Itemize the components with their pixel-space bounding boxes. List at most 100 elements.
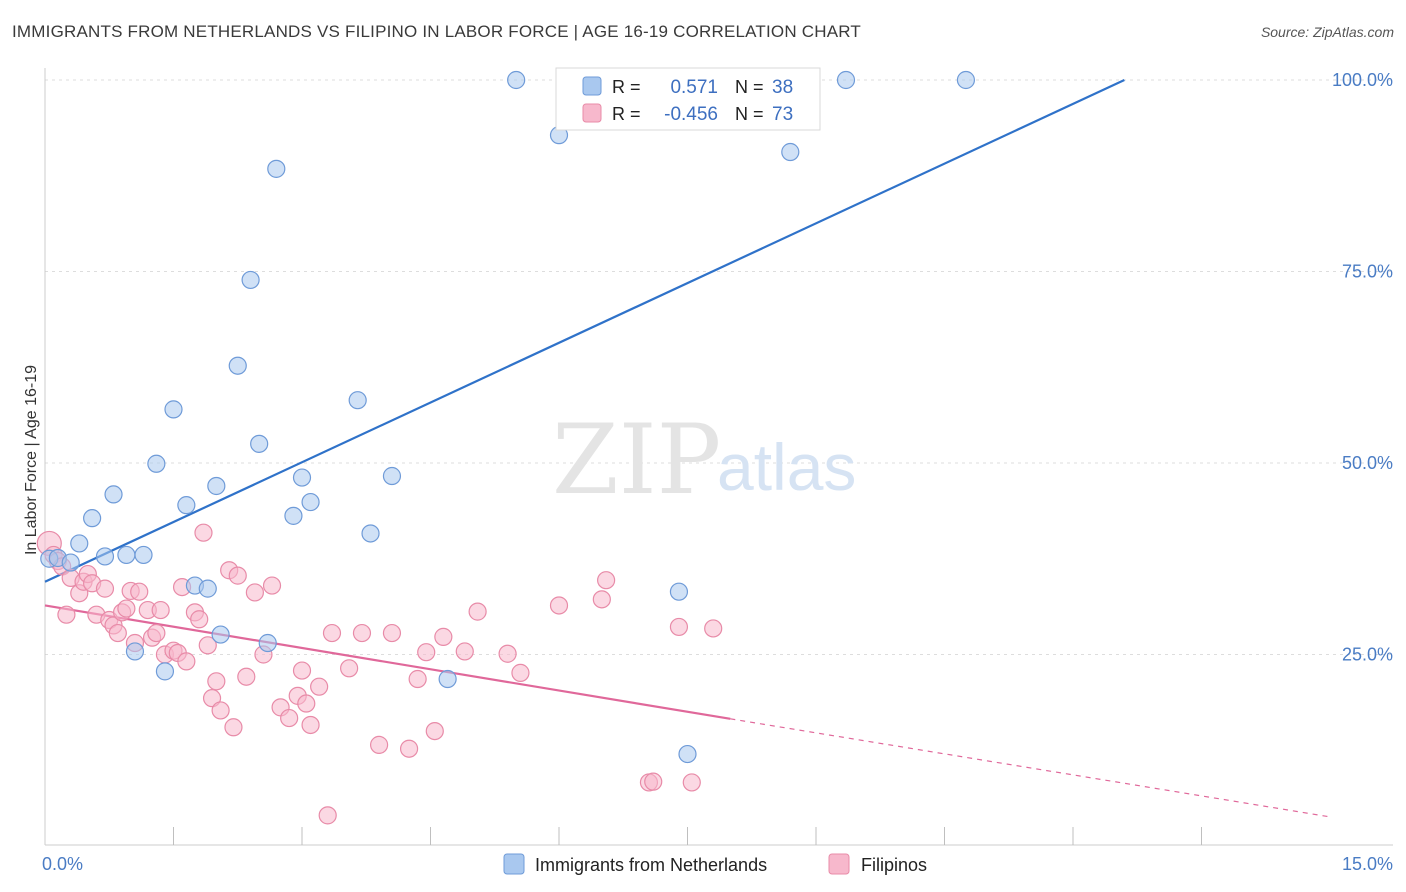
series2-point[interactable] bbox=[382, 623, 402, 643]
series2-point[interactable] bbox=[425, 721, 444, 741]
series1-point[interactable] bbox=[438, 669, 457, 689]
series2-point[interactable] bbox=[130, 582, 149, 601]
series2-point[interactable] bbox=[352, 623, 372, 643]
stats-r-label-series1: R = bbox=[612, 77, 641, 97]
y-tick-label-75: 75.0% bbox=[1342, 262, 1393, 282]
series1-point[interactable] bbox=[83, 509, 102, 528]
x-tick-label-15: 15.0% bbox=[1342, 854, 1393, 874]
chart-source: Source: ZipAtlas.com bbox=[1260, 24, 1394, 40]
series1-point[interactable] bbox=[207, 476, 226, 496]
series1-point[interactable] bbox=[104, 485, 123, 504]
series2-point[interactable] bbox=[147, 623, 166, 643]
series1-point[interactable] bbox=[134, 545, 153, 565]
series2-point[interactable] bbox=[57, 605, 76, 624]
series2-point[interactable] bbox=[399, 739, 419, 758]
series2-point[interactable] bbox=[322, 623, 342, 643]
series2-point[interactable] bbox=[669, 617, 689, 637]
series1-point[interactable] bbox=[61, 553, 80, 572]
y-tick-label-25: 25.0% bbox=[1342, 645, 1393, 665]
series2-point[interactable] bbox=[301, 715, 320, 735]
series2-point[interactable] bbox=[318, 806, 337, 825]
series2-point[interactable] bbox=[237, 667, 256, 686]
series1-point[interactable] bbox=[292, 468, 312, 487]
stats-swatch-series1 bbox=[582, 76, 602, 96]
series2-point[interactable] bbox=[211, 701, 230, 720]
legend: Immigrants from Netherlands Filipinos bbox=[503, 853, 927, 875]
series2-point[interactable] bbox=[310, 677, 329, 696]
series2-point[interactable] bbox=[468, 602, 487, 621]
series2-point[interactable] bbox=[644, 772, 663, 791]
series2-point[interactable] bbox=[292, 661, 312, 680]
series2-point[interactable] bbox=[108, 623, 127, 643]
series2-point[interactable] bbox=[177, 652, 196, 671]
series1-point[interactable] bbox=[125, 642, 145, 661]
stats-n-value-series2: 73 bbox=[772, 104, 793, 125]
series2-point[interactable] bbox=[455, 642, 474, 661]
series2-point[interactable] bbox=[95, 579, 115, 598]
series2-point[interactable] bbox=[511, 663, 530, 682]
series2-point[interactable] bbox=[340, 659, 359, 678]
y-tick-label-100: 100.0% bbox=[1332, 70, 1393, 90]
series2-point[interactable] bbox=[498, 644, 517, 663]
series1-point[interactable] bbox=[678, 744, 697, 764]
series1-point[interactable] bbox=[258, 633, 277, 653]
series1-point[interactable] bbox=[228, 356, 247, 375]
series1-point[interactable] bbox=[669, 582, 689, 601]
legend-label-series1[interactable]: Immigrants from Netherlands bbox=[535, 855, 767, 875]
series1-point[interactable] bbox=[507, 70, 526, 90]
series1-point[interactable] bbox=[177, 496, 196, 515]
series2-point[interactable] bbox=[434, 627, 453, 646]
legend-label-series2[interactable]: Filipinos bbox=[861, 855, 927, 875]
series1-point[interactable] bbox=[284, 506, 303, 525]
series1-point[interactable] bbox=[198, 579, 217, 598]
series2-point[interactable] bbox=[228, 566, 247, 585]
series1-point[interactable] bbox=[155, 662, 175, 681]
stats-n-value-series1: 38 bbox=[772, 77, 793, 98]
series1-point[interactable] bbox=[361, 524, 380, 543]
series1-point[interactable] bbox=[836, 70, 856, 90]
series1-point[interactable] bbox=[301, 492, 320, 512]
series2-point[interactable] bbox=[190, 610, 209, 629]
series2-point[interactable] bbox=[151, 600, 170, 620]
series2-point[interactable] bbox=[262, 576, 282, 595]
series2-point[interactable] bbox=[549, 596, 569, 615]
series1-point[interactable] bbox=[164, 400, 183, 419]
trend-layer bbox=[44, 79, 1331, 818]
series1-point[interactable] bbox=[382, 466, 402, 486]
series1-point[interactable] bbox=[781, 142, 800, 162]
series2-point[interactable] bbox=[297, 694, 316, 713]
series2-point[interactable] bbox=[280, 708, 299, 728]
series2-point[interactable] bbox=[592, 590, 611, 609]
stats-r-value-series1: 0.571 bbox=[670, 77, 718, 98]
series2-point[interactable] bbox=[117, 599, 136, 618]
series1-point[interactable] bbox=[147, 454, 166, 473]
legend-swatch-series2[interactable] bbox=[828, 853, 850, 875]
series2-point[interactable] bbox=[194, 523, 213, 542]
series2-point[interactable] bbox=[245, 583, 264, 602]
trend-line-series2 bbox=[44, 604, 731, 720]
watermark-zip: ZIP bbox=[552, 404, 721, 516]
legend-swatch-series1[interactable] bbox=[503, 853, 525, 875]
series1-point[interactable] bbox=[956, 70, 976, 90]
stats-r-label-series2: R = bbox=[612, 104, 641, 124]
series2-point[interactable] bbox=[370, 735, 389, 754]
series2-point[interactable] bbox=[597, 571, 616, 590]
series2-point[interactable] bbox=[224, 718, 243, 737]
series2-point[interactable] bbox=[207, 672, 226, 691]
series2-point[interactable] bbox=[408, 669, 427, 689]
series1-point[interactable] bbox=[267, 159, 286, 178]
series2-point[interactable] bbox=[682, 773, 701, 792]
series1-point[interactable] bbox=[250, 434, 269, 453]
series1-point[interactable] bbox=[117, 545, 136, 565]
points-layer bbox=[36, 70, 976, 825]
series1-point[interactable] bbox=[95, 547, 115, 566]
series2-point[interactable] bbox=[704, 619, 723, 638]
series1-point[interactable] bbox=[348, 391, 367, 410]
series2-point[interactable] bbox=[198, 636, 217, 655]
watermark: ZIP atlas bbox=[552, 404, 856, 516]
series2-point[interactable] bbox=[417, 643, 436, 662]
series1-point[interactable] bbox=[241, 270, 260, 290]
series1-point[interactable] bbox=[211, 625, 230, 644]
series1-point[interactable] bbox=[70, 534, 89, 553]
